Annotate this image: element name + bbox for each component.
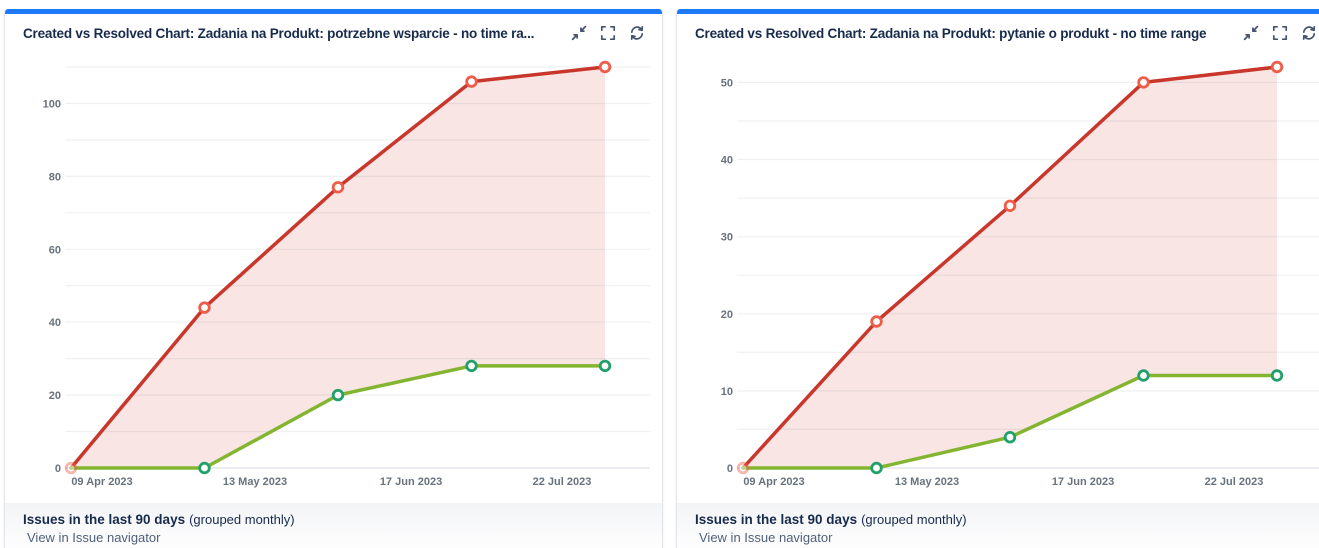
- created-data-point: [1003, 199, 1017, 213]
- expand-fullscreen-icon[interactable]: [600, 25, 616, 41]
- created-data-point: [1137, 76, 1150, 89]
- y-tick-label: 50: [721, 77, 733, 89]
- created-data-point: [331, 181, 345, 194]
- panel-accent-bar: [677, 9, 1319, 14]
- created-resolved-area-fill: [71, 67, 605, 468]
- x-tick-label: 13 May 2023: [223, 476, 287, 488]
- y-tick-label: 0: [727, 463, 733, 475]
- view-in-issue-navigator-link[interactable]: View in Issue navigator: [27, 530, 161, 545]
- created-vs-resolved-chart: 0 10 20 30 40 50 09 Apr 2023 13 May 2023 17 Jun …: [721, 60, 1319, 488]
- x-tick-label: 22 Jul 2023: [533, 476, 592, 488]
- created-data-point: [465, 75, 478, 88]
- x-tick-label: 09 Apr 2023: [743, 476, 804, 488]
- gadget-panel-created-vs-resolved-1: Created vs Resolved Chart: Zadania na Pr…: [4, 9, 663, 548]
- y-tick-label: 40: [721, 155, 733, 167]
- footer-note: (grouped monthly): [861, 512, 967, 527]
- created-data-point: [64, 461, 78, 475]
- resolved-data-point: [1137, 369, 1150, 382]
- created-data-point: [198, 301, 211, 314]
- y-tick-label: 20: [49, 390, 61, 402]
- panel-header: Created vs Resolved Chart: Zadania na Pr…: [677, 14, 1319, 43]
- resolved-data-point: [331, 388, 345, 402]
- y-tick-label: 100: [43, 99, 61, 111]
- view-in-issue-navigator-link[interactable]: View in Issue navigator: [699, 530, 833, 545]
- y-tick-label: 0: [55, 463, 61, 475]
- created-vs-resolved-chart: 0 20 40 60 80 100 09 Apr 2023 13 May 2023 17 Jun…: [43, 60, 650, 488]
- created-data-point: [870, 315, 883, 328]
- panel-controls: [1243, 25, 1317, 41]
- panel-title: Created vs Resolved Chart: Zadania na Pr…: [23, 25, 535, 41]
- expand-fullscreen-icon[interactable]: [1272, 25, 1288, 41]
- y-tick-label: 20: [721, 309, 733, 321]
- y-tick-label: 30: [721, 232, 733, 244]
- collapse-icon[interactable]: [1243, 25, 1259, 41]
- gadget-panel-created-vs-resolved-2: Created vs Resolved Chart: Zadania na Pr…: [676, 9, 1319, 548]
- y-tick-label: 40: [49, 317, 61, 329]
- x-tick-label: 17 Jun 2023: [380, 476, 442, 488]
- refresh-icon[interactable]: [629, 25, 645, 41]
- created-data-point: [598, 60, 612, 74]
- panel-footer: Issues in the last 90 days (grouped month…: [5, 503, 662, 548]
- footer-note: (grouped monthly): [189, 512, 295, 527]
- created-data-point: [1270, 60, 1284, 74]
- panel-header: Created vs Resolved Chart: Zadania na Pr…: [5, 14, 662, 43]
- x-tick-label: 22 Jul 2023: [1205, 476, 1264, 488]
- resolved-data-point: [198, 461, 211, 475]
- x-tick-label: 13 May 2023: [895, 476, 959, 488]
- y-tick-label: 60: [49, 244, 61, 256]
- created-resolved-area-fill: [743, 67, 1277, 468]
- x-tick-label: 09 Apr 2023: [71, 476, 132, 488]
- y-tick-label: 10: [721, 386, 733, 398]
- panel-title: Created vs Resolved Chart: Zadania na Pr…: [695, 25, 1207, 41]
- y-tick-label: 80: [49, 171, 61, 183]
- panel-accent-bar: [5, 9, 662, 14]
- refresh-icon[interactable]: [1301, 25, 1317, 41]
- resolved-data-point: [598, 359, 612, 373]
- x-tick-label: 17 Jun 2023: [1052, 476, 1114, 488]
- created-data-point: [736, 461, 750, 475]
- resolved-data-point: [870, 461, 883, 475]
- footer-title: Issues in the last 90 days: [695, 512, 858, 527]
- resolved-data-point: [1003, 431, 1017, 444]
- panel-controls: [571, 25, 645, 41]
- resolved-data-point: [1270, 369, 1284, 382]
- panel-footer: Issues in the last 90 days (grouped month…: [677, 503, 1319, 548]
- collapse-icon[interactable]: [571, 25, 587, 41]
- footer-title: Issues in the last 90 days: [23, 512, 186, 527]
- resolved-data-point: [465, 359, 478, 373]
